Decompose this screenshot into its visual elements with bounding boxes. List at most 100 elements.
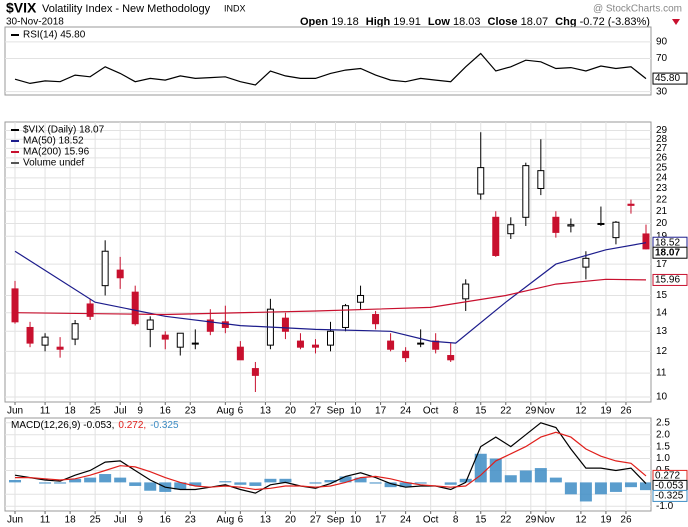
candle-body xyxy=(26,326,34,344)
candle-body xyxy=(116,269,124,279)
x-tick-label: Aug xyxy=(216,515,234,526)
candle-body xyxy=(86,303,94,317)
histogram-bar xyxy=(384,482,397,488)
y-tick-label: 26 xyxy=(656,152,668,163)
y-tick-label: 27 xyxy=(656,143,668,154)
series-line xyxy=(14,422,647,494)
instrument-name: Volatility Index - New Methodology xyxy=(42,3,211,15)
candle-body xyxy=(402,350,410,359)
quote: Open 19.18 High 19.91 Low 18.03 Close 18… xyxy=(300,16,650,28)
x-tick-label: 6 xyxy=(238,406,244,417)
histogram-bar xyxy=(624,482,637,488)
y-tick-label: 20 xyxy=(656,218,668,229)
y-tick-label: 22 xyxy=(656,194,668,205)
histogram-bar xyxy=(504,475,517,483)
x-tick-label: Aug xyxy=(216,406,234,417)
candle-body xyxy=(492,216,500,256)
histogram-bar xyxy=(324,480,337,483)
histogram-bar xyxy=(639,482,651,491)
y-tick-label: 23 xyxy=(656,183,668,194)
histogram-bar xyxy=(459,478,472,483)
histogram-bar xyxy=(114,477,127,483)
candle-body xyxy=(251,368,259,376)
end-label: 18.07 xyxy=(655,247,680,258)
histogram-bar xyxy=(444,482,457,485)
y-tick-label: 28 xyxy=(656,134,668,145)
x-tick-label: 9 xyxy=(137,406,143,417)
y-tick-label: 13 xyxy=(656,326,668,337)
x-tick-label: 6 xyxy=(238,515,244,526)
x-tick-label: 8 xyxy=(453,515,459,526)
plot xyxy=(5,122,651,402)
x-tick-label: Sep xyxy=(327,515,345,526)
histogram-bar xyxy=(549,477,562,483)
x-tick-label: 24 xyxy=(400,515,412,526)
x-tick-label: 12 xyxy=(575,406,587,417)
y-tick-label: 2.0 xyxy=(656,429,670,440)
candle-body xyxy=(357,294,365,303)
x-tick-label: 16 xyxy=(160,406,172,417)
end-label: 15.96 xyxy=(655,275,680,286)
candle-body xyxy=(191,342,199,345)
y-tick-label: 19 xyxy=(656,231,668,242)
x-tick-label: 27 xyxy=(310,406,322,417)
histogram-bar xyxy=(594,482,607,495)
candle-body xyxy=(507,224,515,235)
quote-value: 18.03 xyxy=(453,16,481,28)
y-tick-label: 2.5 xyxy=(656,417,670,428)
y-tick-label: 25 xyxy=(656,162,668,173)
symbol: $VIX xyxy=(6,0,37,16)
quote-value: 19.91 xyxy=(393,16,421,28)
x-tick-label: 22 xyxy=(500,406,512,417)
y-tick-label: 1.5 xyxy=(656,441,670,452)
x-tick-label: Nov xyxy=(537,406,555,417)
histogram-bar xyxy=(519,470,532,483)
y-tick-label: 10 xyxy=(656,392,668,403)
candle-body xyxy=(131,291,139,325)
x-tick-label: 23 xyxy=(185,406,197,417)
x-tick-label: 12 xyxy=(575,515,587,526)
candle-body xyxy=(41,336,49,346)
histogram-bar xyxy=(54,482,67,484)
y-tick-label: -1.0 xyxy=(656,501,674,512)
candle-body xyxy=(627,203,635,206)
quote-value: -0.72 xyxy=(580,16,605,28)
legend-entry: 0.272, xyxy=(118,420,146,431)
x-tick-label: 13 xyxy=(260,515,272,526)
x-tick-label: 13 xyxy=(260,406,272,417)
x-tick-label: 22 xyxy=(500,515,512,526)
series-line xyxy=(15,431,647,491)
histogram-bar xyxy=(69,478,82,483)
x-tick-label: Oct xyxy=(423,515,439,526)
x-tick-label: 16 xyxy=(160,515,172,526)
histogram-bar xyxy=(609,482,622,492)
quote-label: Chg xyxy=(555,16,576,28)
plot xyxy=(5,41,651,93)
histogram-bar xyxy=(129,482,142,486)
down-arrow xyxy=(672,19,680,25)
y-tick-label: 29 xyxy=(656,125,668,136)
legend-entry: -0.325 xyxy=(150,420,179,431)
candle-body xyxy=(597,222,605,225)
legend-entry: MA(50) 18.52 xyxy=(23,136,84,147)
candle-body xyxy=(447,355,455,361)
legend-entry: RSI(14) 45.80 xyxy=(23,30,86,41)
x-tick-label: 9 xyxy=(137,515,143,526)
histogram-bar xyxy=(174,482,187,490)
x-tick-label: 10 xyxy=(350,406,362,417)
source: @ StockCharts.com xyxy=(593,4,682,15)
candle-body xyxy=(372,314,380,325)
histogram-bar xyxy=(564,482,577,495)
histogram-bar xyxy=(414,482,427,484)
plot xyxy=(5,418,651,511)
x-tick-label: Jul xyxy=(114,515,127,526)
x-tick-label: 20 xyxy=(285,406,297,417)
candle-body xyxy=(11,288,19,323)
x-tick-label: 29 xyxy=(525,515,537,526)
panel xyxy=(4,26,652,96)
x-tick-label: 23 xyxy=(185,515,197,526)
panel xyxy=(4,121,652,403)
x-tick-label: 25 xyxy=(90,515,102,526)
y-tick-label: 90 xyxy=(656,37,668,48)
histogram-bar xyxy=(474,453,487,483)
